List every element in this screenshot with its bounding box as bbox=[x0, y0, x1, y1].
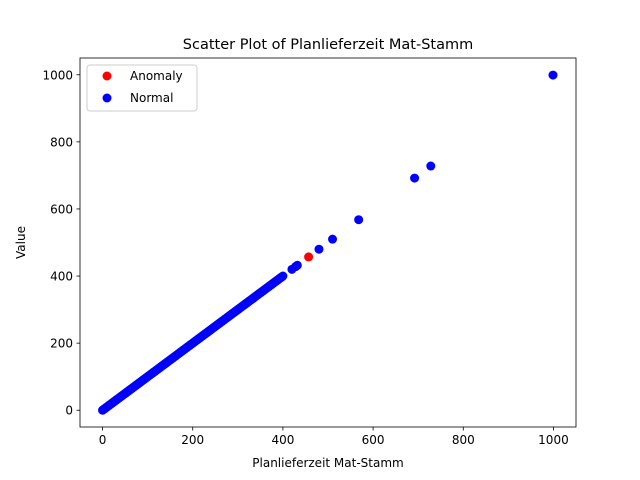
legend: Anomaly Normal bbox=[86, 64, 198, 112]
y-tick-label: 200 bbox=[50, 337, 73, 351]
x-tick-label: 0 bbox=[99, 433, 107, 447]
y-axis-label: Value bbox=[14, 226, 28, 259]
points-layer bbox=[98, 70, 558, 415]
y-tick-label: 400 bbox=[50, 270, 73, 284]
legend-marker-normal bbox=[102, 93, 112, 103]
normal-point bbox=[548, 70, 558, 80]
anomaly-point bbox=[304, 252, 314, 262]
y-tick-label: 1000 bbox=[42, 68, 73, 82]
plot-frame bbox=[79, 57, 577, 428]
y-tick-label: 0 bbox=[65, 404, 73, 418]
normal-point bbox=[328, 234, 338, 244]
y-tick-label: 800 bbox=[50, 135, 73, 149]
x-axis-label: Planlieferzeit Mat-Stamm bbox=[252, 456, 403, 470]
normal-point bbox=[410, 173, 420, 183]
y-axis-ticks: 0 200 400 600 800 1000 bbox=[42, 68, 80, 418]
normal-point bbox=[278, 271, 288, 281]
legend-label-anomaly: Anomaly bbox=[130, 69, 183, 83]
x-tick-label: 200 bbox=[181, 433, 204, 447]
normal-point bbox=[314, 244, 324, 254]
x-tick-label: 400 bbox=[271, 433, 294, 447]
x-tick-label: 600 bbox=[362, 433, 385, 447]
normal-point bbox=[354, 215, 364, 225]
y-tick-label: 600 bbox=[50, 202, 73, 216]
chart-title: Scatter Plot of Planlieferzeit Mat-Stamm bbox=[183, 37, 473, 53]
x-axis-ticks: 0 200 400 600 800 1000 bbox=[99, 427, 569, 447]
x-tick-label: 1000 bbox=[538, 433, 569, 447]
x-tick-label: 800 bbox=[452, 433, 475, 447]
normal-point bbox=[292, 260, 302, 270]
legend-box bbox=[86, 64, 198, 112]
normal-point bbox=[426, 161, 436, 171]
legend-label-normal: Normal bbox=[130, 91, 173, 105]
legend-marker-anomaly bbox=[102, 71, 112, 81]
